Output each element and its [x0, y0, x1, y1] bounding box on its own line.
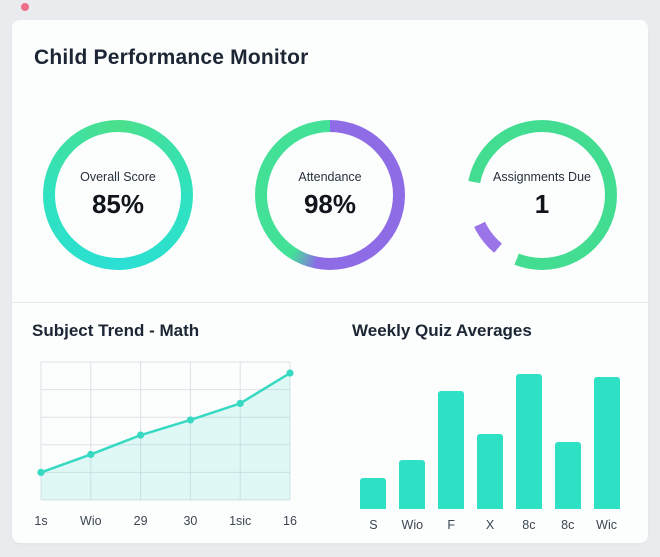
- gauge-center: Assignments Due 1: [467, 120, 617, 270]
- x-tick-label: 1sic: [229, 514, 252, 528]
- bar-chart-panel: Weekly Quiz Averages S Wio F X 8c 8c Wic: [352, 319, 628, 532]
- gauge-center: Attendance 98%: [255, 120, 405, 270]
- line-chart: [32, 357, 296, 507]
- gauge-label: Attendance: [298, 170, 362, 184]
- x-tick-label: 30: [183, 514, 198, 528]
- bar: [593, 377, 620, 509]
- bar-column: F: [432, 356, 471, 532]
- gauge-value: 98%: [303, 189, 357, 219]
- section-divider: [12, 302, 648, 303]
- bar-column: 8c: [548, 356, 587, 532]
- gauge-overall-score: Overall Score 85%: [43, 120, 193, 270]
- bar: [515, 374, 542, 509]
- card-header: Child Performance Monitor: [12, 20, 648, 70]
- bar-column: Wio: [393, 356, 432, 532]
- bar-tick-label: F: [447, 518, 455, 532]
- x-tick-label: 1s: [34, 514, 48, 528]
- bar-tick-label: S: [369, 518, 378, 532]
- bar-chart-title: Weekly Quiz Averages: [352, 321, 532, 340]
- bar-column: Wic: [587, 356, 626, 532]
- bar-tick-label: 8c: [561, 518, 575, 532]
- x-tick-label: 16: [283, 514, 297, 528]
- bar: [360, 477, 387, 509]
- gauge-value: 1: [534, 189, 550, 219]
- page-title: Child Performance Monitor: [34, 46, 309, 69]
- bar-tick-label: X: [485, 518, 495, 532]
- x-tick-label: Wio: [80, 514, 102, 528]
- bar-tick-label: Wic: [596, 518, 617, 532]
- dashboard-card: Child Performance Monitor Overall Score …: [12, 20, 648, 543]
- bar: [554, 441, 581, 509]
- line-chart-svg: [37, 361, 294, 501]
- charts-row: Subject Trend - Math 1s Wio 29 30 1sic 16 Wee…: [12, 303, 648, 532]
- gauge-ring: [467, 120, 617, 270]
- gauge-label: Assignments Due: [493, 170, 591, 184]
- bar: [477, 434, 503, 509]
- line-chart-title: Subject Trend - Math: [32, 321, 200, 340]
- line-x-axis: 1s Wio 29 30 1sic 16: [32, 512, 297, 532]
- bar: [399, 459, 426, 509]
- x-tick-label: 29: [133, 514, 148, 528]
- bar-chart: S Wio F X 8c 8c Wic: [352, 356, 628, 532]
- gauge-label: Overall Score: [80, 170, 156, 184]
- gauges-row: Overall Score 85% Attendance 98% Assignm…: [12, 120, 648, 270]
- gauge-assignments-due: Assignments Due 1: [467, 120, 617, 270]
- gauge-center: Overall Score 85%: [43, 120, 193, 270]
- bar-column: S: [354, 356, 393, 532]
- bar: [438, 390, 465, 509]
- gauge-value: 85%: [91, 189, 145, 219]
- line-chart-panel: Subject Trend - Math 1s Wio 29 30 1sic 16: [32, 319, 314, 532]
- bar-column: 8c: [509, 356, 548, 532]
- gauge-ring: [43, 120, 193, 270]
- bar-column: X: [471, 356, 510, 532]
- bar-tick-label: 8c: [522, 518, 536, 532]
- bar-tick-label: Wio: [401, 518, 424, 532]
- accent-dot: [21, 3, 29, 11]
- gauge-attendance: Attendance 98%: [255, 120, 405, 270]
- gauge-ring: [255, 120, 405, 270]
